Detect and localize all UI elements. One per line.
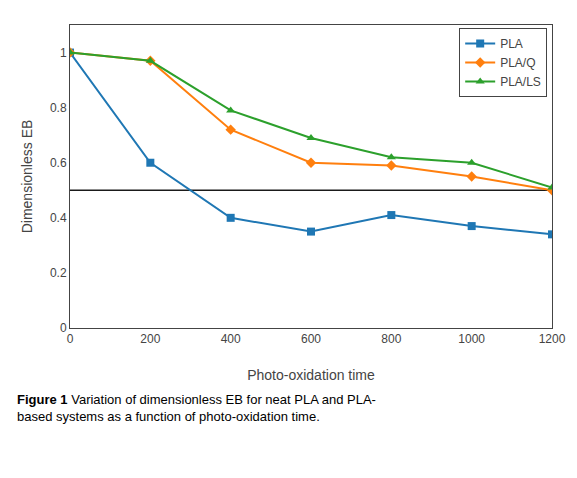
svg-text:PLA: PLA [500,37,523,51]
svg-text:600: 600 [301,332,321,346]
svg-text:800: 800 [381,332,401,346]
svg-text:0.6: 0.6 [50,156,67,170]
svg-text:0: 0 [67,332,74,346]
svg-text:0.8: 0.8 [50,101,67,115]
svg-text:1000: 1000 [458,332,485,346]
svg-text:Figure 1 Variation of dimensio: Figure 1 Variation of dimensionless EB f… [17,392,376,424]
svg-text:0.4: 0.4 [50,211,67,225]
svg-text:200: 200 [140,332,160,346]
svg-text:Dimensionless EB: Dimensionless EB [19,120,35,234]
svg-text:1: 1 [60,46,67,60]
svg-text:400: 400 [221,332,241,346]
svg-text:0.2: 0.2 [50,266,67,280]
svg-text:Photo-oxidation time: Photo-oxidation time [247,367,375,383]
svg-text:PLA/Q: PLA/Q [500,56,535,70]
svg-text:0: 0 [60,321,67,335]
svg-text:1200: 1200 [539,332,566,346]
svg-text:PLA/LS: PLA/LS [500,75,541,89]
